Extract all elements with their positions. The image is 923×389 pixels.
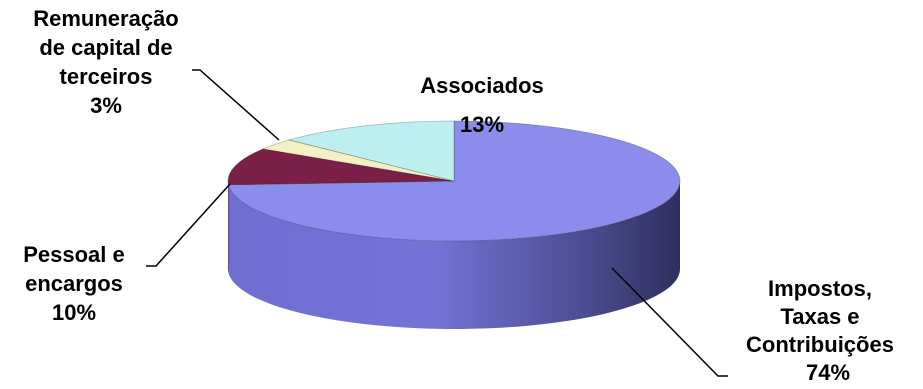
label-line: terceiros [60,64,153,89]
value-label: 10% [52,300,96,325]
slice-label-associados: Associados 13% [420,73,544,137]
leader-impostos [611,267,728,377]
slice-label-remuneracao: Remuneração de capital de terceiros 3% [33,6,179,118]
pie-side-0 [228,181,680,330]
leader-remuneracao [192,69,280,141]
pie-slices [227,120,681,242]
label-line: Remuneração [33,6,179,31]
leader-lines [146,69,728,377]
label-line: Impostos, [768,276,872,301]
label-line: Taxas e [780,304,859,329]
pie-slice-2 [261,139,455,182]
label-line: Contribuições [746,332,894,357]
label-line: Pessoal e [23,242,125,267]
value-label: 13% [460,112,504,137]
leader-pessoal [146,183,231,267]
value-label: 3% [90,93,122,118]
value-label: 74% [806,360,850,385]
label-line: encargos [25,271,123,296]
label-line: de capital de [39,35,172,60]
pie-slice-1 [227,148,455,186]
slice-label-pessoal: Pessoal e encargos 10% [23,242,125,325]
label-line: Associados [420,73,544,98]
pie-slice-0 [227,120,681,242]
pie-slice-3 [287,120,455,182]
pie-side-walls [228,181,680,330]
slice-label-impostos: Impostos, Taxas e Contribuições 74% [746,276,894,385]
